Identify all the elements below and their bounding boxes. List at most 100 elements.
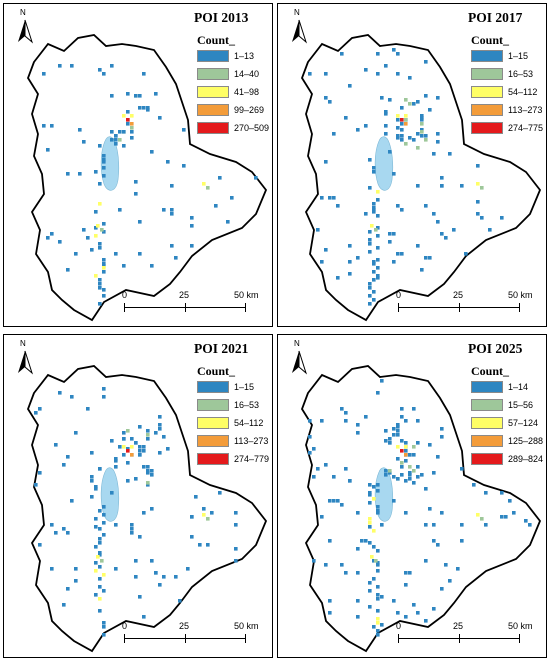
- poi-cell: [186, 567, 190, 571]
- poi-cell: [324, 463, 328, 467]
- poi-cell: [400, 449, 404, 453]
- poi-cell: [126, 92, 130, 96]
- poi-cell: [432, 539, 436, 543]
- poi-cell: [102, 633, 106, 637]
- poi-cell: [122, 130, 126, 134]
- poi-cell: [78, 172, 82, 176]
- poi-cell: [328, 539, 332, 543]
- poi-cell: [400, 106, 404, 110]
- poi-cell: [376, 561, 380, 565]
- poi-cell: [372, 577, 376, 581]
- poi-cell: [114, 142, 118, 146]
- poi-cell: [138, 449, 142, 453]
- poi-cell: [134, 94, 138, 98]
- poi-cell: [408, 571, 412, 575]
- poi-cell: [190, 535, 194, 539]
- poi-cell: [102, 294, 106, 298]
- poi-cell: [344, 571, 348, 575]
- poi-cell: [320, 419, 324, 423]
- poi-cell: [404, 419, 408, 423]
- poi-cell: [202, 507, 206, 511]
- poi-cell: [368, 186, 372, 190]
- poi-cell: [320, 196, 324, 200]
- poi-cell: [206, 517, 210, 521]
- poi-cell: [368, 605, 372, 609]
- poi-cell: [392, 232, 396, 236]
- poi-cell: [376, 621, 380, 625]
- north-label: N: [20, 8, 26, 17]
- poi-cell: [146, 465, 150, 469]
- poi-cell: [142, 72, 146, 76]
- poi-cell: [372, 298, 376, 302]
- poi-cell: [380, 523, 384, 527]
- poi-cell: [174, 575, 178, 579]
- poi-cell: [464, 252, 468, 256]
- poi-cell: [376, 483, 380, 487]
- legend-item: 41–98: [197, 86, 259, 98]
- poi-cell: [194, 495, 198, 499]
- poi-cell: [142, 445, 146, 449]
- poi-map: [301, 34, 542, 322]
- legend-swatch: [471, 86, 503, 98]
- poi-cell: [376, 391, 380, 395]
- poi-cell: [408, 102, 412, 106]
- poi-cell: [364, 415, 368, 419]
- poi-cell: [54, 531, 58, 535]
- poi-cell: [94, 274, 98, 278]
- map-panel-2021: N POI 2021 Count_ 1–15 16–53 54–112 113–…: [3, 334, 273, 658]
- poi-cell: [50, 567, 54, 571]
- poi-cell: [320, 260, 324, 264]
- poi-cell: [372, 290, 376, 294]
- poi-cell: [150, 150, 154, 154]
- legend-item: 113–273: [197, 435, 268, 447]
- poi-cell: [396, 72, 400, 76]
- poi-cell: [376, 629, 380, 633]
- poi-cell: [130, 126, 134, 130]
- legend-swatch: [197, 68, 229, 80]
- poi-cell: [134, 180, 138, 184]
- poi-cell: [356, 615, 360, 619]
- legend-label: 113–273: [234, 436, 269, 446]
- poi-cell: [46, 236, 50, 240]
- legend-label: 1–13: [234, 51, 255, 61]
- poi-cell: [372, 559, 376, 563]
- poi-cell: [416, 465, 420, 469]
- poi-cell: [110, 64, 114, 68]
- poi-cell: [332, 499, 336, 503]
- poi-cell: [404, 511, 408, 515]
- poi-cell: [356, 423, 360, 427]
- poi-cell: [308, 72, 312, 76]
- poi-cell: [150, 469, 154, 473]
- poi-cell: [312, 475, 316, 479]
- poi-cell: [392, 599, 396, 603]
- poi-cell: [46, 148, 50, 152]
- poi-cell: [190, 244, 194, 248]
- poi-cell: [420, 134, 424, 138]
- poi-cell: [376, 274, 380, 278]
- poi-cell: [110, 439, 114, 443]
- poi-cell: [90, 248, 94, 252]
- legend-item: 16–53: [197, 399, 259, 411]
- poi-cell: [98, 597, 102, 601]
- poi-cell: [98, 68, 102, 72]
- poi-cell: [440, 184, 444, 188]
- poi-cell: [404, 583, 408, 587]
- poi-cell: [368, 242, 372, 246]
- poi-cell: [500, 515, 504, 519]
- poi-cell: [400, 122, 404, 126]
- poi-cell: [74, 579, 78, 583]
- scale-bar: 0 25 50 km: [122, 290, 262, 320]
- poi-cell: [102, 270, 106, 274]
- poi-cell: [336, 276, 340, 280]
- poi-cell: [424, 204, 428, 208]
- poi-cell: [504, 515, 508, 519]
- poi-cell: [70, 395, 74, 399]
- legend-swatch: [197, 122, 229, 134]
- poi-map: [27, 365, 268, 653]
- legend-item: 1–13: [197, 50, 254, 62]
- poi-cell: [332, 196, 336, 200]
- poi-cell: [368, 521, 372, 525]
- poi-cell: [392, 260, 396, 264]
- poi-cell: [436, 455, 440, 459]
- legend-label: 1–14: [508, 382, 529, 392]
